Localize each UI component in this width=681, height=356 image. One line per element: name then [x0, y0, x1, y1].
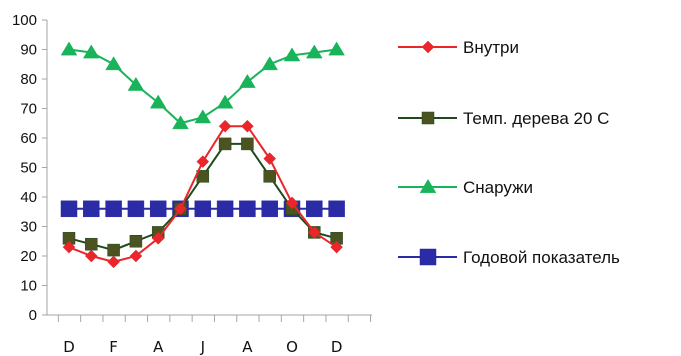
data-point — [218, 137, 232, 151]
legend-label: Внутри — [463, 38, 519, 57]
data-point — [283, 47, 301, 62]
data-point — [307, 226, 321, 239]
y-tick-label: 40 — [20, 189, 37, 206]
data-point — [107, 255, 120, 269]
y-tick-label: 100 — [12, 12, 37, 29]
x-tick-label: A — [242, 338, 253, 356]
data-point — [151, 231, 165, 245]
legend-label: Темп. дерева 20 С — [463, 109, 609, 128]
chart-legend: Внутри Темп. дерева 20 С Снаружи Годовой по… — [398, 38, 620, 267]
x-tick-label: O — [286, 338, 298, 356]
data-point — [330, 240, 343, 254]
data-point — [263, 152, 277, 166]
chart-axes: 0 10 20 30 40 50 60 70 80 90 100 D F A J A O D — [12, 12, 372, 356]
y-tick-label: 90 — [20, 42, 37, 59]
data-point — [194, 109, 212, 124]
y-tick-label: 10 — [20, 278, 37, 295]
data-point — [105, 200, 122, 218]
data-point — [261, 56, 279, 71]
x-tick-label: A — [153, 338, 164, 356]
data-point — [60, 200, 78, 218]
data-point — [216, 200, 234, 218]
data-point — [196, 155, 210, 168]
legend-entry-1: Темп. дерева 20 С — [398, 109, 609, 128]
data-point — [82, 44, 100, 59]
data-point — [149, 200, 167, 218]
data-point — [263, 170, 276, 183]
data-point — [85, 237, 98, 251]
legend-entry-0: Внутри — [398, 38, 519, 57]
data-point — [62, 240, 76, 254]
y-tick-label: 80 — [20, 71, 37, 88]
data-point — [239, 73, 256, 88]
data-point — [328, 200, 345, 218]
data-point — [129, 235, 143, 248]
data-point — [239, 200, 256, 218]
legend-marker — [421, 111, 435, 125]
data-point — [216, 94, 234, 109]
series-2 — [60, 41, 345, 130]
data-point — [60, 41, 78, 56]
data-point — [241, 137, 254, 151]
data-point — [285, 196, 299, 210]
data-point — [305, 44, 323, 59]
data-point — [306, 200, 323, 218]
legend-marker — [419, 179, 437, 193]
series-3 — [60, 200, 345, 218]
data-point — [194, 200, 212, 218]
x-tick-label: F — [109, 338, 118, 356]
data-point — [149, 94, 167, 109]
x-tick-label: J — [200, 338, 205, 356]
x-tick-label: D — [331, 338, 343, 356]
data-point — [241, 119, 254, 133]
legend-marker — [421, 40, 435, 54]
legend-marker — [419, 248, 437, 266]
data-point — [174, 202, 187, 216]
legend-entry-3: Годовой показатель — [398, 248, 620, 267]
data-point — [261, 200, 278, 218]
series-0 — [62, 119, 343, 269]
y-tick-label: 20 — [20, 248, 37, 265]
x-tick-label: D — [63, 338, 75, 356]
y-tick-label: 0 — [29, 307, 37, 324]
chart-series — [60, 41, 345, 269]
y-tick-label: 30 — [20, 219, 37, 236]
y-tick-label: 70 — [20, 101, 37, 118]
data-point — [218, 119, 232, 133]
y-tick-label: 50 — [20, 160, 37, 177]
legend-entry-2: Снаружи — [398, 178, 533, 197]
y-tick-label: 60 — [20, 130, 37, 147]
data-point — [129, 249, 143, 263]
legend-label: Годовой показатель — [463, 248, 620, 267]
data-point — [84, 249, 98, 263]
data-point — [105, 56, 122, 71]
data-point — [127, 76, 145, 91]
data-point — [172, 115, 189, 130]
data-point — [107, 243, 120, 257]
data-point — [328, 41, 345, 56]
legend-label: Снаружи — [463, 178, 533, 197]
series-line — [68, 125, 338, 263]
data-point — [127, 200, 145, 218]
data-point — [83, 200, 100, 218]
